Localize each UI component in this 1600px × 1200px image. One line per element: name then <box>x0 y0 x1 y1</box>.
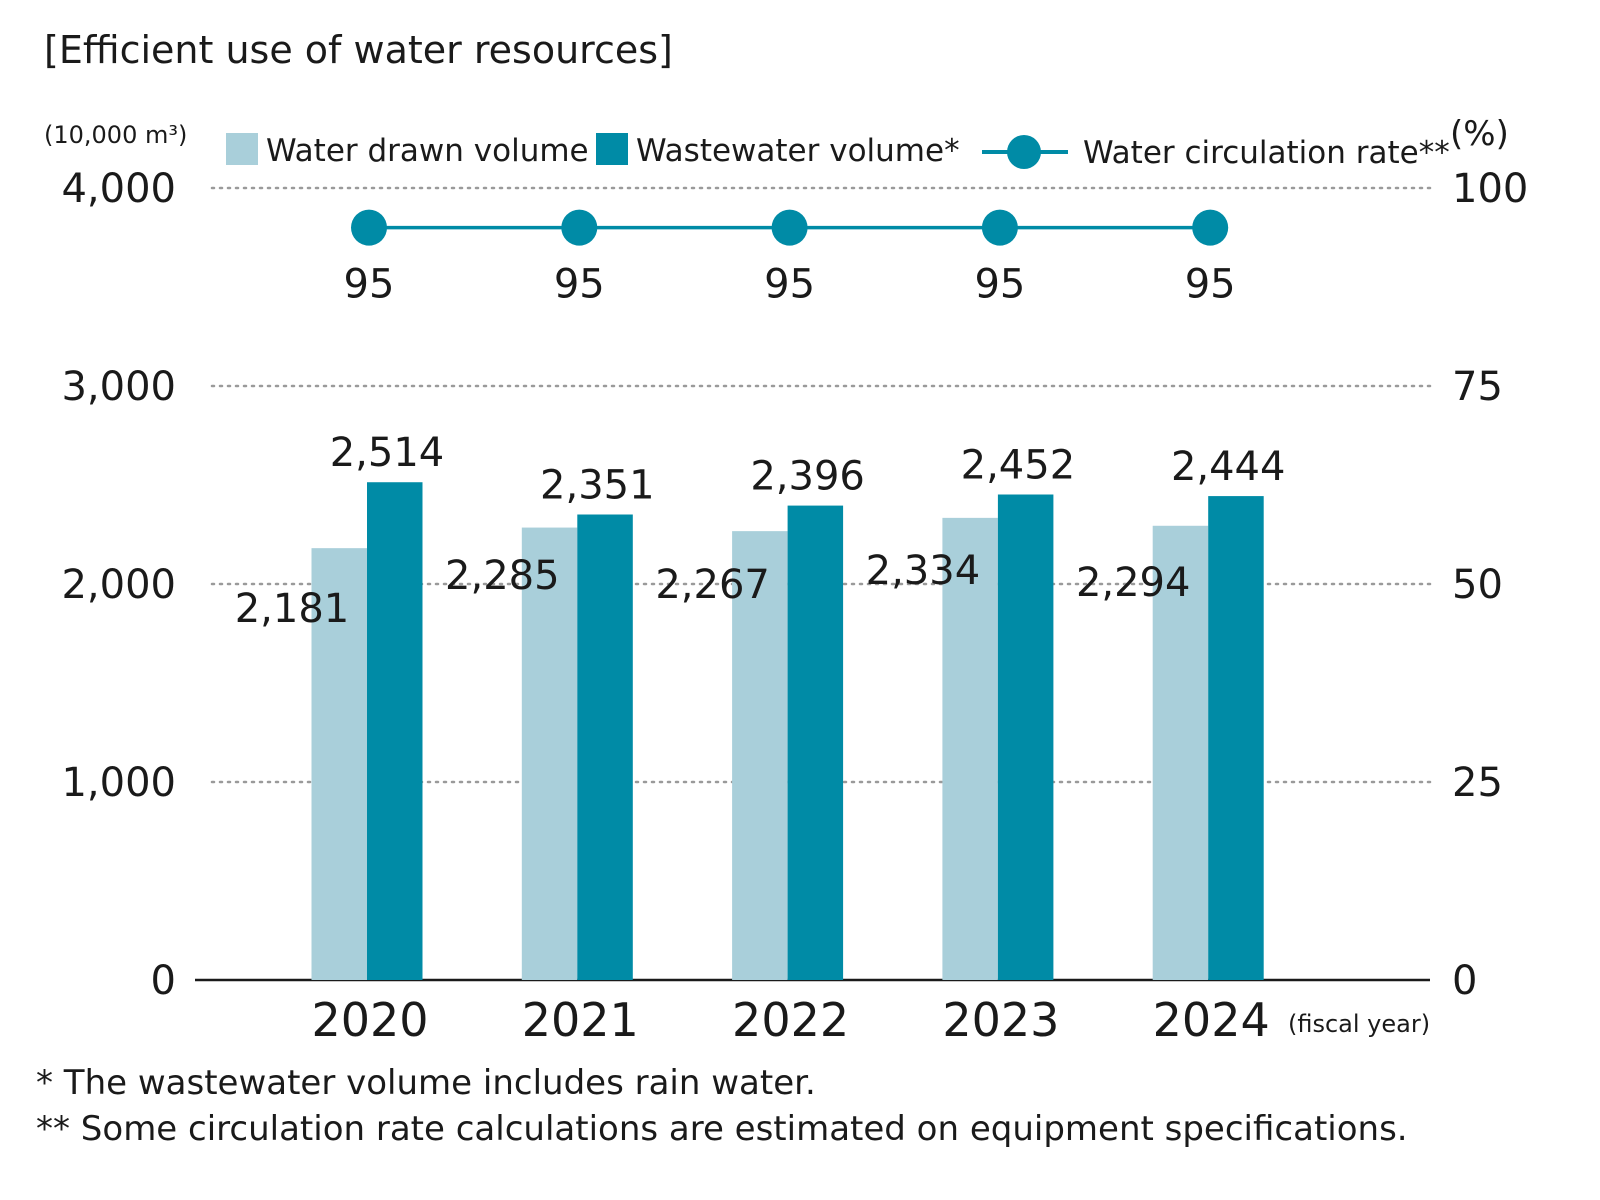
label-circulation-2020: 95 <box>344 262 395 308</box>
right-tick-label: 50 <box>1452 562 1503 608</box>
legend-marker-circulation <box>1007 135 1041 169</box>
label-wastewater-2020: 2,514 <box>330 430 445 476</box>
right-tick-label: 0 <box>1452 958 1477 1004</box>
left-tick-label: 2,000 <box>61 562 176 608</box>
footnote-1: * The wastewater volume includes rain wa… <box>36 1063 816 1103</box>
label-circulation-2023: 95 <box>974 262 1025 308</box>
circulation-point-2022 <box>771 209 808 246</box>
left-tick-label: 0 <box>151 958 176 1004</box>
x-tick-label-2023: 2023 <box>942 993 1059 1047</box>
x-tick-label-2021: 2021 <box>522 993 639 1047</box>
x-tick-label-2024: 2024 <box>1153 993 1270 1047</box>
bar-wastewater-2024 <box>1208 496 1264 980</box>
label-circulation-2022: 95 <box>764 262 815 308</box>
legend-swatch-wastewater <box>596 133 628 165</box>
legend: Water drawn volume Wastewater volume* Wa… <box>226 133 1450 171</box>
left-tick-label: 3,000 <box>61 364 176 410</box>
label-water-drawn-2022: 2,267 <box>655 562 770 608</box>
data-labels: 2,181 2,514 2,285 2,351 2,267 2,396 2,334 2,452… <box>235 262 1286 632</box>
circulation-point-2021 <box>561 209 598 246</box>
right-tick-label: 100 <box>1452 166 1528 212</box>
legend-label-circulation: Water circulation rate** <box>1083 135 1450 171</box>
bar-wastewater-2022 <box>787 505 844 980</box>
label-wastewater-2021: 2,351 <box>540 463 655 509</box>
bars <box>311 482 1264 980</box>
left-tick-label: 1,000 <box>61 760 176 806</box>
right-axis-unit: (%) <box>1450 114 1509 154</box>
x-axis-unit: (fiscal year) <box>1288 1010 1430 1038</box>
legend-label-wastewater: Wastewater volume* <box>636 133 960 169</box>
right-tick-label: 25 <box>1452 760 1503 806</box>
bar-water-drawn-2024 <box>1152 525 1209 980</box>
bar-wastewater-2023 <box>997 494 1054 980</box>
right-tick-label: 75 <box>1452 364 1503 410</box>
circulation-line <box>351 209 1229 246</box>
bar-wastewater-2020 <box>367 482 423 980</box>
circulation-point-2024 <box>1192 209 1229 246</box>
legend-swatch-water-drawn <box>226 133 258 165</box>
footnote-2: ** Some circulation rate calculations ar… <box>36 1109 1408 1149</box>
label-wastewater-2024: 2,444 <box>1171 444 1286 490</box>
label-wastewater-2023: 2,452 <box>961 443 1076 489</box>
axis-ticks: 0 0 1,000 25 2,000 50 3,000 75 4,000 100 2020 2021 2… <box>61 166 1528 1047</box>
x-tick-label-2022: 2022 <box>732 993 849 1047</box>
chart-title: [Efficient use of water resources] <box>44 28 673 72</box>
bar-wastewater-2021 <box>577 514 633 980</box>
bar-water-drawn-2021 <box>521 527 578 980</box>
circulation-point-2020 <box>351 209 387 246</box>
label-circulation-2021: 95 <box>554 262 605 308</box>
left-tick-label: 4,000 <box>61 166 176 212</box>
legend-label-water-drawn: Water drawn volume <box>266 133 589 169</box>
label-circulation-2024: 95 <box>1185 262 1236 308</box>
bar-water-drawn-2020 <box>311 548 367 980</box>
label-wastewater-2022: 2,396 <box>750 454 865 500</box>
left-axis-unit: (10,000 m³) <box>44 121 187 149</box>
circulation-point-2023 <box>981 209 1018 246</box>
label-water-drawn-2024: 2,294 <box>1076 560 1191 606</box>
x-tick-label-2020: 2020 <box>311 993 428 1047</box>
label-water-drawn-2023: 2,334 <box>866 548 981 594</box>
label-water-drawn-2020: 2,181 <box>235 586 350 632</box>
bar-water-drawn-2023 <box>942 517 998 980</box>
bar-water-drawn-2022 <box>732 531 788 980</box>
label-water-drawn-2021: 2,285 <box>445 553 560 599</box>
